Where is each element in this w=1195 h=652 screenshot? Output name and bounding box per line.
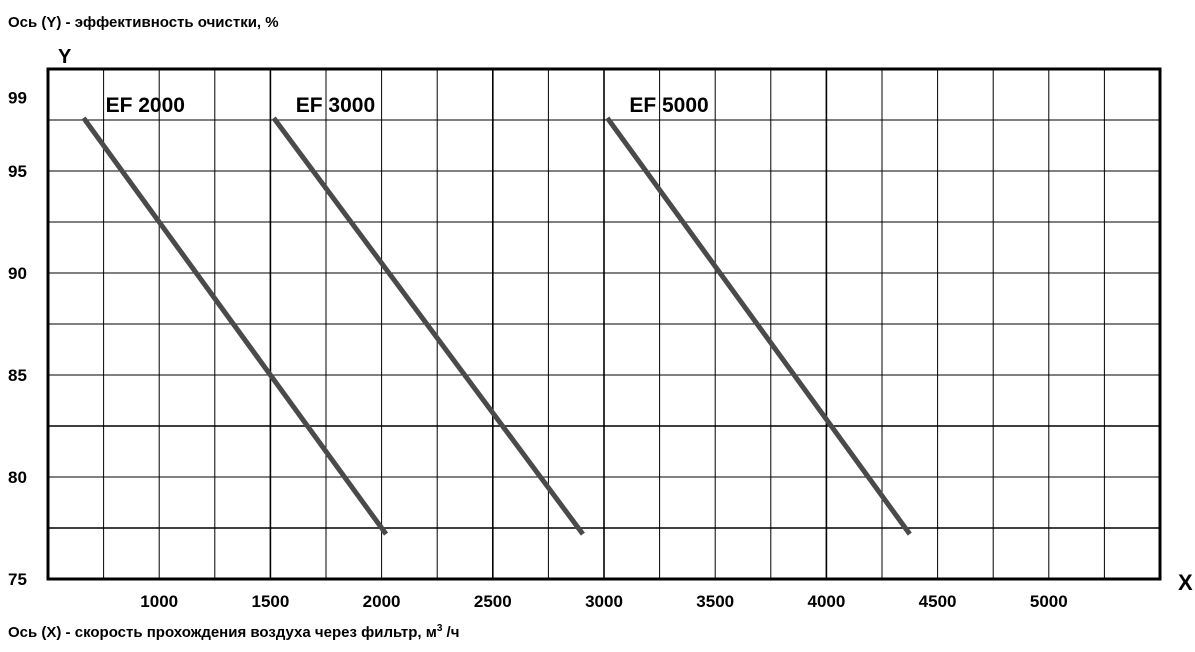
y-tick-label: 95 [8,162,27,181]
x-tick-labels: 1000 1500 2000 2500 3000 3500 4000 4500 5000 [140,592,1067,611]
grid [48,69,1160,579]
series-line-ef-2000 [81,116,389,536]
x-tick-label: 5000 [1030,592,1068,611]
y-tick-label: 85 [8,366,27,385]
y-tick-label: 90 [8,264,27,283]
x-tick-label: 2000 [363,592,401,611]
x-axis-title-unit: /ч [442,624,460,641]
series-label: EF 5000 [629,94,708,117]
y-axis-letter: Y [58,46,72,68]
series-label: EF 2000 [106,94,185,117]
series-labels: EF 2000 EF 3000 EF 5000 [106,94,709,117]
y-tick-labels: 75 80 85 90 95 99 [8,89,27,589]
x-tick-label: 4000 [807,592,845,611]
x-tick-label: 3000 [585,592,623,611]
x-tick-label: 2500 [474,592,512,611]
series-label: EF 3000 [296,94,375,117]
x-axis-letter: X [1178,570,1193,595]
series-line-ef-5000 [605,116,912,536]
x-axis-title: Ось (X) - скорость прохождения воздуха ч… [8,623,459,641]
series-line-ef-3000 [271,116,585,536]
x-axis-title-text: Ось (X) - скорость прохождения воздуха ч… [8,624,437,641]
y-tick-label: 75 [8,570,27,589]
x-tick-label: 1500 [251,592,289,611]
x-axis-title-superscript: 3 [436,623,443,634]
x-tick-label: 1000 [140,592,178,611]
plot-frame [46,67,1162,581]
x-tick-label: 4500 [919,592,957,611]
y-tick-label: 80 [8,468,27,487]
x-tick-label: 3500 [696,592,734,611]
y-axis-title: Ось (Y) - эффективность очистки, % [8,14,279,31]
series-lines [81,116,912,536]
y-tick-label: 99 [8,89,27,108]
